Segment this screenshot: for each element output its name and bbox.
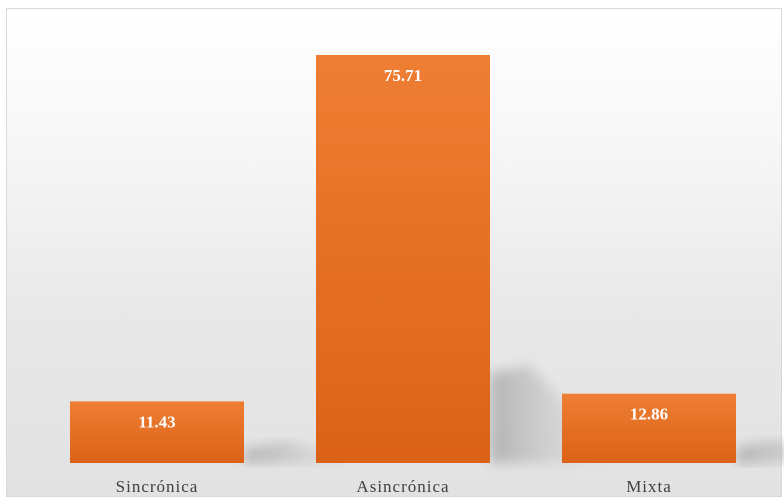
x-tick-label: Asincrónica [356,477,449,496]
bar-shadow [736,439,784,463]
data-label: 75.71 [384,66,422,85]
x-tick-label: Mixta [626,477,672,496]
x-tick-label: Sincrónica [116,477,199,496]
data-label: 11.43 [138,412,175,431]
bar-mixta [562,393,736,463]
bar-sincrónica [70,401,244,463]
data-label: 12.86 [630,405,668,424]
bar-asincrónica [316,55,490,463]
